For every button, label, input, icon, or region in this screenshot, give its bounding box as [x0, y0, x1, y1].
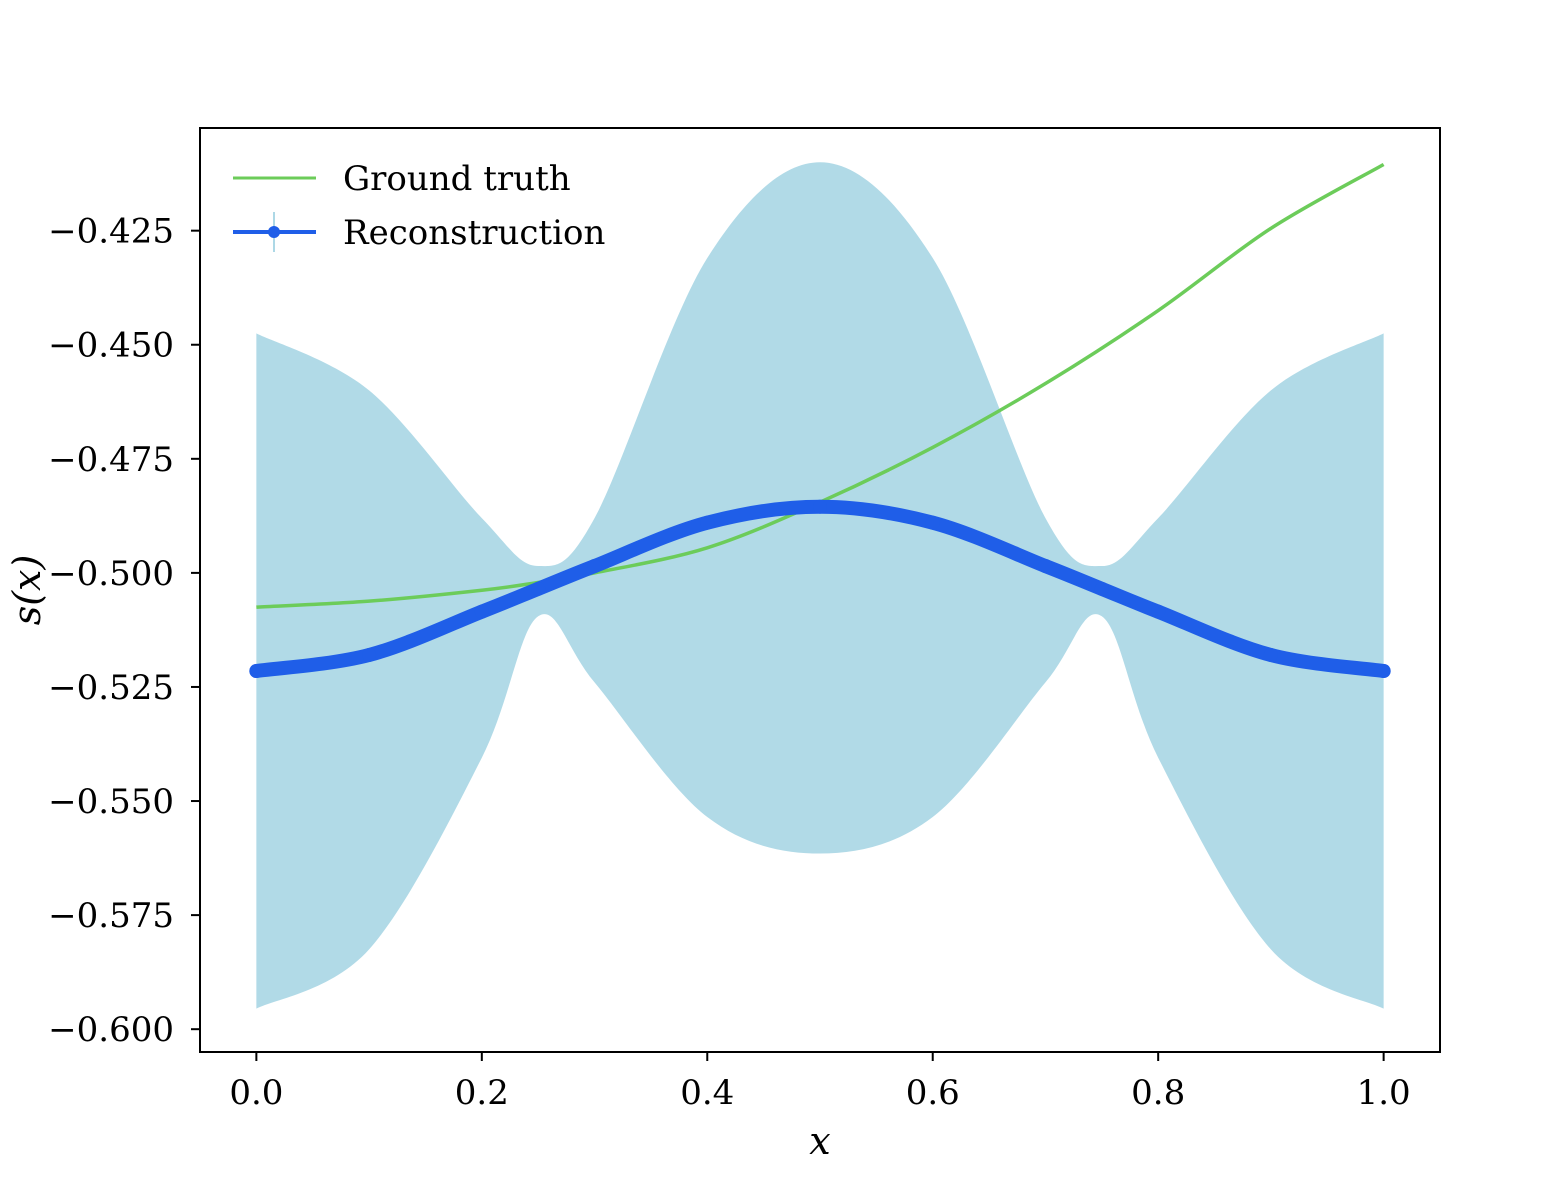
reconstruction-point — [249, 663, 264, 678]
x-tick-label: 1.0 — [1357, 1073, 1411, 1113]
y-axis: −0.425 −0.450 −0.475 −0.500 −0.525 −0.550 −0.5… — [48, 212, 200, 1050]
x-tick-label: 0.4 — [680, 1073, 734, 1113]
reconstruction-point — [925, 515, 940, 530]
reconstruction-point — [474, 604, 489, 619]
reconstruction-point — [1038, 559, 1053, 574]
x-tick-label: 0.6 — [906, 1073, 960, 1113]
legend-label-ground-truth: Ground truth — [343, 159, 571, 199]
reconstruction-point — [587, 559, 602, 574]
y-axis-label: s(x) — [5, 555, 49, 626]
legend-marker-reconstruction — [268, 226, 280, 238]
y-tick-label: −0.575 — [48, 896, 174, 936]
y-tick-label: −0.550 — [48, 782, 174, 822]
y-tick-label: −0.475 — [48, 440, 174, 480]
x-tick-label: 0.2 — [455, 1073, 509, 1113]
x-axis-label: x — [809, 1119, 830, 1163]
y-tick-label: −0.600 — [48, 1010, 174, 1050]
reconstruction-point — [1151, 604, 1166, 619]
x-axis: 0.0 0.2 0.4 0.6 0.8 1.0 — [229, 1052, 1411, 1113]
reconstruction-point — [1094, 581, 1109, 596]
plot-frame — [199, 127, 1441, 1053]
reconstruction-point — [1263, 648, 1278, 663]
x-tick-label: 0.8 — [1131, 1073, 1185, 1113]
uncertainty-band — [256, 162, 1384, 1009]
reconstruction-point — [700, 515, 715, 530]
reconstruction-point — [362, 648, 377, 663]
series-layer — [249, 162, 1391, 678]
y-tick-label: −0.525 — [48, 668, 174, 708]
uncertainty-band-layer — [256, 162, 1384, 1009]
y-tick-label: −0.500 — [48, 554, 174, 594]
reconstruction-point — [531, 581, 546, 596]
reconstruction-point — [1376, 663, 1391, 678]
legend: Ground truth Reconstruction — [233, 159, 605, 253]
reconstruction-point — [813, 499, 827, 514]
legend-label-reconstruction: Reconstruction — [343, 213, 605, 253]
y-tick-label: −0.425 — [48, 212, 174, 252]
x-tick-label: 0.0 — [229, 1073, 283, 1113]
y-tick-label: −0.450 — [48, 326, 174, 366]
